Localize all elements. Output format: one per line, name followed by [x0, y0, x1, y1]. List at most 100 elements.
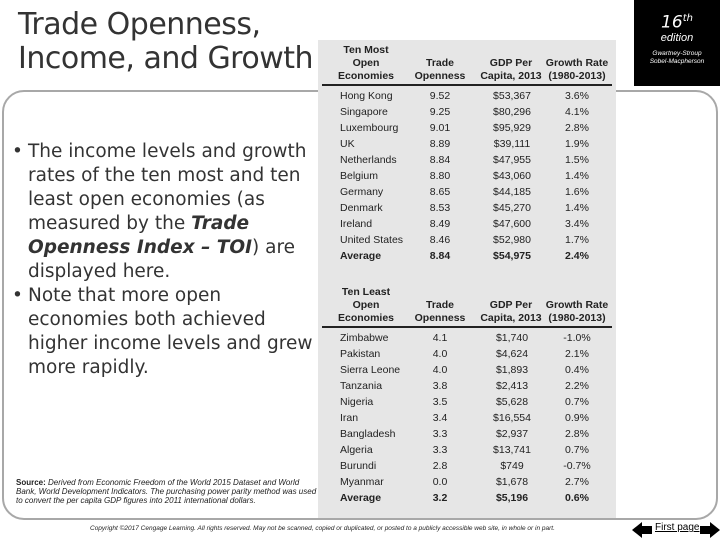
- table-cell: 8.65: [429, 186, 451, 198]
- table-cell: Iran: [340, 412, 359, 424]
- table-cell: 2.2%: [565, 380, 589, 392]
- most-open-header-c1: Ten Most Open Economies: [322, 44, 410, 83]
- table-cell: 2.1%: [565, 348, 589, 360]
- table-cell: 3.5: [432, 396, 448, 408]
- table-cell: 1.5%: [565, 154, 589, 166]
- table-cell: Germany: [340, 186, 384, 198]
- data-table-panel: Ten Most Open Economies Trade Openness GDP …: [318, 40, 616, 518]
- table-cell: $53,367: [493, 90, 531, 102]
- table-cell: 3.6%: [565, 90, 589, 102]
- table-cell: Myanmar: [340, 476, 384, 488]
- table-row: United States 8.46 $52,980 1.7%: [318, 232, 616, 248]
- table-cell: 1.6%: [565, 186, 589, 198]
- table-row: Algeria 3.3 $13,741 0.7%: [318, 442, 616, 458]
- table-cell: 8.49: [429, 218, 451, 230]
- least-open-header-c2-line: Trade: [425, 299, 454, 311]
- table-cell: $13,741: [493, 444, 531, 456]
- most-open-header-c4-line: (1980-2013): [548, 70, 606, 82]
- first-page-label[interactable]: First page: [654, 522, 701, 533]
- least-open-header-c4-line: Growth Rate: [545, 299, 609, 311]
- table-row: Belgium 8.80 $43,060 1.4%: [318, 168, 616, 184]
- table-row: Netherlands 8.84 $47,955 1.5%: [318, 152, 616, 168]
- most-open-header-c4-line: [540, 44, 614, 57]
- table-cell: Zimbabwe: [340, 332, 389, 344]
- table-cell: 4.0: [432, 348, 448, 360]
- table-row: UK 8.89 $39,111 1.9%: [318, 136, 616, 152]
- source-note: Source: Derived from Economic Freedom of…: [16, 478, 317, 505]
- most-open-header-c3-line: Capita, 2013: [480, 70, 542, 82]
- least-open-header-c3-line: GDP Per: [489, 299, 533, 311]
- first-page-button[interactable]: First page: [632, 518, 720, 540]
- table-cell: 1.7%: [565, 234, 589, 246]
- arrow-right-icon: [700, 522, 720, 538]
- table-cell: $1,740: [495, 332, 529, 344]
- table-cell: 9.25: [429, 106, 451, 118]
- copyright-notice: Copyright ©2017 Cengage Learning. All ri…: [90, 525, 555, 532]
- table-cell: Denmark: [340, 202, 383, 214]
- edition-badge: 16th edition Gwartney-Stroup Sobel-Macph…: [634, 0, 720, 86]
- table-cell: Belgium: [340, 170, 378, 182]
- table-cell: 3.3: [432, 444, 448, 456]
- table-cell: 2.8: [432, 460, 448, 472]
- table-cell: 0.0: [432, 476, 448, 488]
- most-open-header-c2-line: Openness: [414, 70, 466, 82]
- least-open-header: Ten Least Open Economies Trade Openness GDP…: [318, 286, 616, 338]
- table-cell: $52,980: [493, 234, 531, 246]
- table-row: Nigeria 3.5 $5,628 0.7%: [318, 394, 616, 410]
- least-open-header-c4: Growth Rate (1980-2013): [540, 286, 614, 325]
- least-open-header-c2-line: [410, 286, 470, 299]
- table-cell: 4.1: [432, 332, 448, 344]
- table-cell: $2,937: [495, 428, 529, 440]
- table-cell: Burundi: [340, 460, 377, 472]
- least-open-header-c1-line: Economies: [337, 312, 395, 324]
- table-cell: $1,678: [495, 476, 529, 488]
- table-row: Luxembourg 9.01 $95,929 2.8%: [318, 120, 616, 136]
- table-cell: Sierra Leone: [340, 364, 401, 376]
- table-cell: $1,893: [495, 364, 529, 376]
- table-cell: Singapore: [340, 106, 388, 118]
- table-cell: Nigeria: [340, 396, 374, 408]
- table-cell: 8.84: [429, 154, 451, 166]
- table-row: Germany 8.65 $44,185 1.6%: [318, 184, 616, 200]
- most-open-header-c1-line: Ten Most: [343, 44, 389, 56]
- least-open-header-c1: Ten Least Open Economies: [322, 286, 410, 325]
- table-cell: 2.7%: [565, 476, 589, 488]
- most-open-header-c1-line: Economies: [337, 70, 395, 82]
- table-cell: $80,296: [493, 106, 531, 118]
- table-cell: 3.8: [432, 380, 448, 392]
- least-open-header-c4-line: (1980-2013): [548, 312, 606, 324]
- table-row: Singapore 9.25 $80,296 4.1%: [318, 104, 616, 120]
- table-cell: 0.7%: [565, 396, 589, 408]
- table-cell: Average: [340, 250, 382, 262]
- most-open-header: Ten Most Open Economies Trade Openness GDP …: [318, 44, 616, 96]
- table-row: Ireland 8.49 $47,600 3.4%: [318, 216, 616, 232]
- table-cell: 3.4%: [565, 218, 589, 230]
- most-open-header-c2: Trade Openness: [410, 44, 470, 83]
- table-cell: Luxembourg: [340, 122, 399, 134]
- table-cell: $5,628: [495, 396, 529, 408]
- table-cell: Tanzania: [340, 380, 383, 392]
- table-cell: 8.89: [429, 138, 451, 150]
- least-open-header-c3-line: [474, 286, 548, 299]
- table-cell: 3.4: [432, 412, 448, 424]
- most-open-header-c4: Growth Rate (1980-2013): [540, 44, 614, 83]
- table-cell: 8.84: [429, 250, 451, 262]
- table-row: Hong Kong 9.52 $53,367 3.6%: [318, 88, 616, 104]
- least-open-header-c3-line: Capita, 2013: [480, 312, 542, 324]
- table-row: Sierra Leone 4.0 $1,893 0.4%: [318, 362, 616, 378]
- most-open-header-c2-line: [410, 44, 470, 57]
- table-cell: $47,600: [493, 218, 531, 230]
- table-cell: -0.7%: [563, 460, 591, 472]
- table-cell: $4,624: [495, 348, 529, 360]
- table-cell: 8.53: [429, 202, 451, 214]
- bullet-2: • Note that more open economies both achi…: [12, 285, 313, 378]
- table-cell: 3.2: [432, 492, 448, 504]
- most-open-header-rule: [322, 84, 612, 86]
- table-cell: 2.4%: [565, 250, 589, 262]
- least-open-body: Zimbabwe 4.1 $1,740 -1.0% Pakistan 4.0 $4,624 2…: [318, 330, 616, 506]
- most-open-header-c3-line: [474, 44, 548, 57]
- most-open-header-c1-line: Open: [352, 57, 380, 69]
- least-open-table: Ten Least Open Economies Trade Openness GDP…: [318, 286, 616, 504]
- least-open-header-c1-line: Ten Least: [341, 286, 391, 298]
- table-cell: 0.9%: [565, 412, 589, 424]
